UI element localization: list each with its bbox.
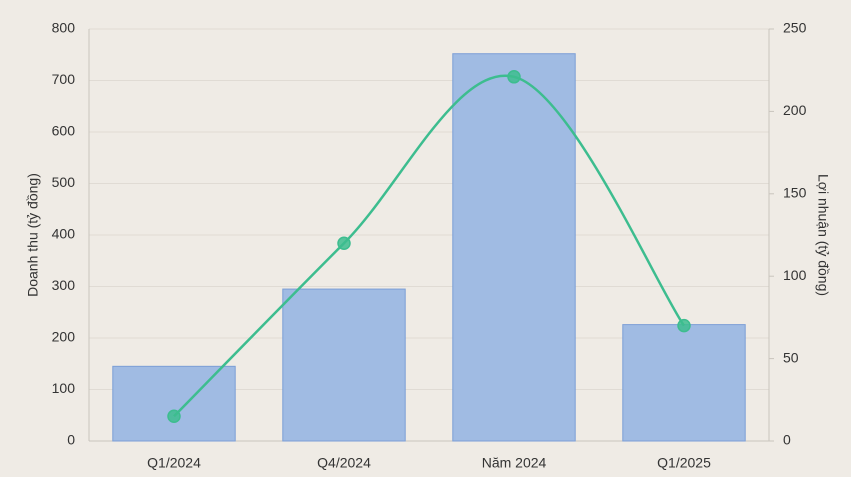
x-tick-label: Q1/2025 <box>657 455 711 471</box>
y2-tick-label: 200 <box>783 102 807 118</box>
y-tick-label: 300 <box>52 277 76 293</box>
line <box>173 74 686 418</box>
y2-tick-label: 100 <box>783 267 807 283</box>
x-tick-label: Q4/2024 <box>317 455 371 471</box>
y2-tick-label: 150 <box>783 185 807 201</box>
y-tick-label: 800 <box>52 20 76 36</box>
bar <box>452 53 576 442</box>
line-marker <box>677 318 691 333</box>
y-tick-label: 500 <box>52 174 76 190</box>
x-tick-label: Q1/2024 <box>147 455 201 471</box>
y2-tick-label: 0 <box>783 432 791 448</box>
y-tick-label: 400 <box>52 226 76 242</box>
y-tick-label: 600 <box>52 123 76 139</box>
y-tick-label: 100 <box>52 380 76 396</box>
bar <box>282 288 406 442</box>
y2-tick-label: 50 <box>783 349 799 365</box>
line-marker <box>167 409 181 424</box>
y-tick-label: 0 <box>67 432 75 448</box>
line-marker <box>337 236 351 250</box>
bar <box>622 324 746 442</box>
bar <box>112 365 236 442</box>
y-tick-label: 200 <box>52 329 76 345</box>
y2-tick-label: 250 <box>783 20 807 36</box>
y2-axis-label: Lợi nhuận (tỷ đồng) <box>815 174 831 296</box>
y-tick-label: 700 <box>52 71 76 87</box>
y-axis-label: Doanh thu (tỷ đồng) <box>25 173 41 297</box>
x-tick-label: Năm 2024 <box>482 455 547 471</box>
line-marker <box>507 70 521 84</box>
